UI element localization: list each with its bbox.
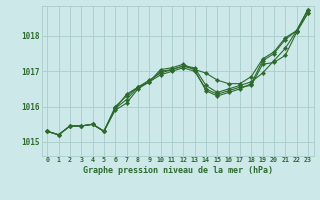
X-axis label: Graphe pression niveau de la mer (hPa): Graphe pression niveau de la mer (hPa) [83,166,273,175]
